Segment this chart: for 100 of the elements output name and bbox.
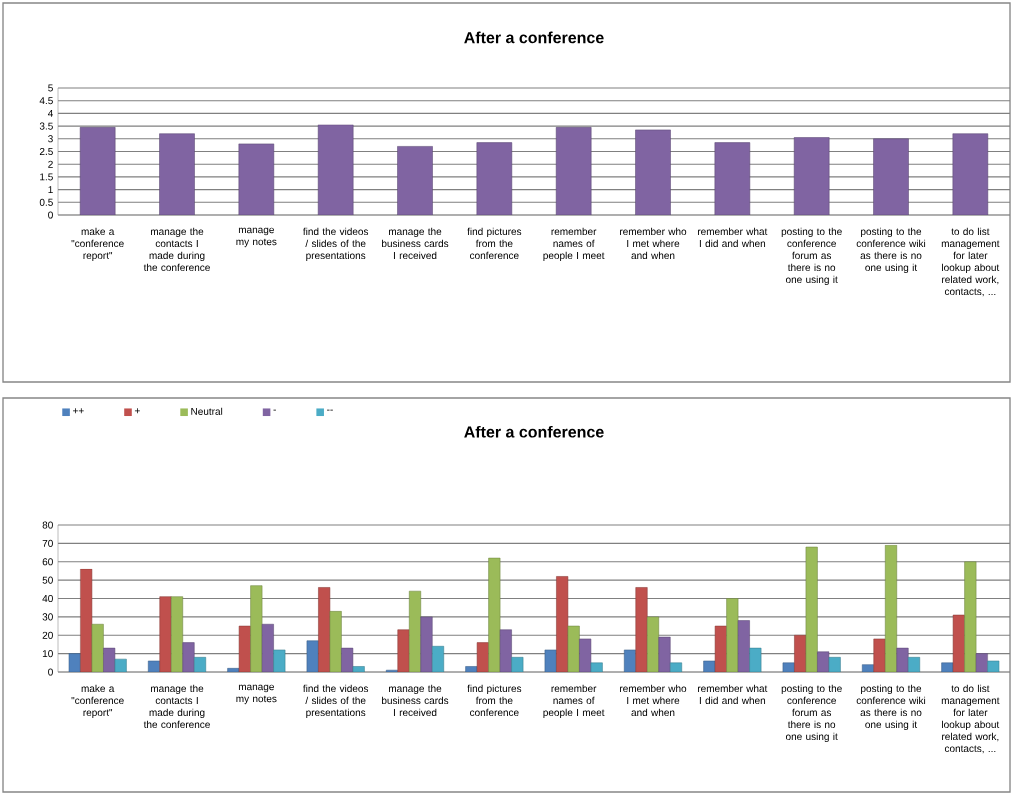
bar bbox=[250, 585, 263, 672]
bar bbox=[114, 658, 127, 672]
bar bbox=[465, 666, 478, 672]
legend-label: -- bbox=[327, 409, 333, 411]
bar bbox=[635, 129, 671, 215]
bar bbox=[511, 657, 524, 672]
x-tick-label: remember who I met where and when bbox=[620, 227, 687, 260]
y-tick-label: 1 bbox=[48, 186, 53, 194]
x-tick-label: remember names of people I meet bbox=[543, 227, 605, 262]
bar bbox=[91, 623, 104, 672]
bar bbox=[861, 664, 875, 672]
x-tick-label: find pictures from the conference bbox=[467, 684, 522, 717]
bar bbox=[431, 646, 445, 672]
x-tick-label: posting to the conference wiki as there is no one using it bbox=[856, 684, 926, 731]
bar bbox=[159, 133, 195, 215]
bar bbox=[941, 662, 954, 672]
x-tick-label: remember who I met where and when bbox=[620, 684, 687, 717]
x-tick-label: make a "conference report" bbox=[71, 227, 124, 262]
bar bbox=[397, 629, 410, 672]
bar bbox=[306, 640, 319, 672]
bar bbox=[714, 142, 751, 215]
y-tick-label: 40 bbox=[42, 594, 53, 603]
x-tick-label: remember what I did and when bbox=[698, 684, 768, 705]
bar bbox=[749, 647, 762, 672]
y-tick-label: 60 bbox=[42, 558, 53, 566]
x-tick-label: manage my notes bbox=[236, 684, 277, 705]
y-tick-label: 50 bbox=[42, 576, 53, 584]
x-tick-label: find the videos / slides of the presentations bbox=[303, 227, 369, 262]
x-tick-label: remember names of people I meet bbox=[543, 684, 605, 719]
bar bbox=[703, 660, 716, 672]
y-tick-label: 0 bbox=[48, 211, 53, 219]
y-tick-label: 0 bbox=[48, 668, 53, 676]
bar bbox=[635, 587, 648, 672]
x-tick-label: remember what I did and when bbox=[698, 227, 768, 248]
legend-label: - bbox=[273, 409, 276, 411]
bar bbox=[782, 662, 795, 672]
bar bbox=[79, 127, 116, 215]
y-tick-label: 3.5 bbox=[39, 122, 53, 130]
bar bbox=[623, 649, 637, 672]
x-tick-label: manage the business cards I received bbox=[382, 684, 449, 717]
bar bbox=[488, 557, 501, 672]
x-tick-label: manage the business cards I received bbox=[382, 227, 449, 260]
bar bbox=[646, 616, 660, 672]
x-tick-label: manage the contacts I made during the conference bbox=[143, 684, 210, 729]
bar bbox=[544, 649, 557, 672]
bar bbox=[227, 668, 240, 672]
bar bbox=[884, 544, 898, 672]
bar bbox=[159, 596, 172, 672]
bar bbox=[669, 662, 683, 672]
y-tick-label: 3 bbox=[48, 135, 53, 143]
y-tick-label: 4.5 bbox=[39, 97, 53, 105]
y-tick-label: 30 bbox=[42, 613, 53, 621]
chart-title: After a conference bbox=[464, 31, 604, 44]
bar bbox=[170, 596, 184, 672]
bar bbox=[726, 598, 739, 672]
bar bbox=[964, 561, 977, 672]
bar bbox=[193, 657, 207, 672]
bar bbox=[658, 636, 671, 672]
y-tick-label: 70 bbox=[42, 539, 53, 547]
bar bbox=[907, 657, 921, 672]
bar bbox=[805, 546, 818, 672]
bar bbox=[873, 138, 909, 215]
x-tick-label: find the videos / slides of the presentations bbox=[303, 684, 369, 719]
y-tick-label: 0.5 bbox=[39, 198, 53, 206]
bar bbox=[408, 590, 422, 672]
y-tick-label: 5 bbox=[48, 84, 53, 92]
legend-label: ++ bbox=[73, 408, 84, 414]
bar bbox=[590, 662, 603, 672]
x-tick-label: find pictures from the conference bbox=[467, 227, 522, 260]
bar bbox=[420, 616, 433, 672]
bar bbox=[68, 653, 81, 672]
bar bbox=[476, 142, 513, 215]
x-tick-label: to do list management for later lookup about related work, contacts, ... bbox=[941, 227, 1000, 297]
x-tick-label: make a "conference report" bbox=[71, 684, 124, 719]
bar bbox=[987, 660, 1000, 672]
y-tick-label: 2.5 bbox=[39, 147, 53, 156]
y-tick-label: 80 bbox=[42, 521, 53, 529]
bar bbox=[952, 133, 989, 215]
bar bbox=[238, 143, 275, 215]
x-tick-label: to do list management for later lookup about related work, contacts, ... bbox=[941, 684, 1000, 754]
bar bbox=[567, 625, 580, 672]
bar bbox=[182, 642, 195, 672]
bar bbox=[329, 611, 342, 672]
bar bbox=[147, 660, 161, 672]
x-tick-label: manage the contacts I made during the conference bbox=[143, 227, 210, 272]
chart-title: After a conference bbox=[464, 425, 604, 438]
bar bbox=[873, 638, 886, 672]
bar bbox=[828, 657, 841, 672]
legend-label: Neutral bbox=[191, 407, 223, 415]
bar bbox=[273, 649, 286, 672]
x-tick-label: posting to the conference wiki as there is no one using it bbox=[856, 227, 926, 274]
y-tick-label: 10 bbox=[42, 650, 53, 658]
bar bbox=[397, 146, 433, 215]
x-tick-label: manage my notes bbox=[236, 227, 277, 248]
y-tick-label: 2 bbox=[48, 160, 53, 168]
bar bbox=[555, 127, 592, 215]
bar bbox=[793, 137, 830, 215]
x-tick-label: posting to the conference forum as there is no one using it bbox=[781, 684, 842, 743]
y-tick-label: 20 bbox=[42, 631, 53, 639]
legend-label: + bbox=[134, 408, 140, 414]
